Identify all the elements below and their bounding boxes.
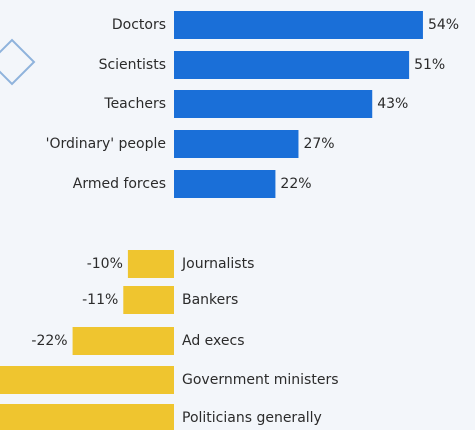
bar — [0, 366, 174, 394]
bar — [127, 250, 174, 278]
value-label: -11% — [82, 292, 118, 308]
bar — [0, 404, 174, 430]
category-label: Teachers — [103, 96, 166, 112]
category-label: Armed forces — [73, 176, 166, 192]
bar — [174, 51, 410, 79]
value-label: 27% — [303, 136, 334, 152]
value-label: 43% — [377, 96, 408, 112]
bar — [174, 130, 299, 158]
bar — [174, 90, 373, 118]
value-label: -10% — [87, 256, 123, 272]
category-label: Scientists — [99, 57, 166, 73]
value-label: -22% — [31, 333, 67, 349]
category-label: Politicians generally — [182, 410, 322, 426]
bar — [174, 170, 276, 198]
value-label: 54% — [428, 17, 459, 33]
category-label: Journalists — [181, 256, 254, 272]
value-label: 51% — [414, 57, 445, 73]
category-label: Ad execs — [182, 333, 245, 349]
decor-diamond — [0, 38, 36, 86]
value-label: 22% — [280, 176, 311, 192]
category-label: Doctors — [112, 17, 166, 33]
bar — [72, 327, 174, 355]
category-label: Government ministers — [182, 372, 339, 388]
bar — [123, 286, 174, 314]
category-label: 'Ordinary' people — [46, 136, 166, 152]
category-label: Bankers — [182, 292, 238, 308]
bar — [174, 11, 423, 39]
